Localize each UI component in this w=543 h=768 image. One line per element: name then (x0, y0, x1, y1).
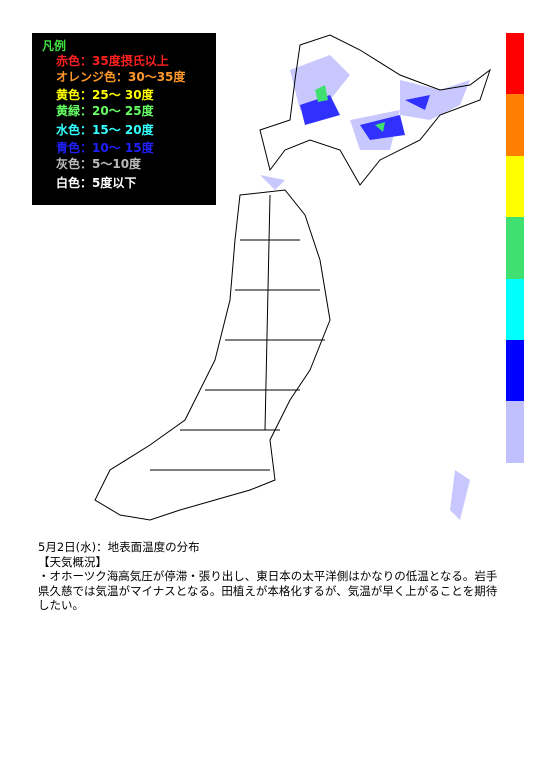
caption-body: ・オホーツク海高気圧が停滞・張り出し、東日本の太平洋側はかなりの低温となる。岩手… (38, 569, 498, 612)
color-swatch (506, 94, 524, 156)
caption-heading: 【天気概況】 (38, 554, 107, 569)
color-swatch (506, 155, 524, 218)
color-swatch (506, 339, 524, 402)
legend-title: 凡例 (42, 39, 67, 53)
legend-item: 白色：5度以下 (56, 176, 137, 190)
legend-item: 青色：10～ 15度 (56, 141, 154, 155)
legend-item: 水色：15～ 20度 (56, 123, 154, 137)
color-bar (506, 33, 524, 463)
caption: 5月2日(水)：地表面温度の分布 【天気概況】 ・オホーツク海高気圧が停滞・張り… (38, 540, 500, 613)
legend-item: 赤色：35度摂氏以上 (56, 54, 169, 68)
color-swatch (506, 33, 524, 95)
color-swatch (506, 278, 524, 340)
legend-item: オレンジ色：30～35度 (56, 70, 186, 84)
legend: 凡例 赤色：35度摂氏以上オレンジ色：30～35度 黄色：25～ 30度 黄緑：20… (32, 33, 216, 205)
color-swatch (506, 401, 524, 463)
legend-item: 黄色：25～ 30度 (56, 88, 154, 102)
legend-item: 灰色：5～10度 (56, 157, 142, 171)
color-swatch (506, 217, 524, 279)
caption-title: 5月2日(水)：地表面温度の分布 (38, 540, 200, 554)
legend-item: 黄緑：20～ 25度 (56, 104, 154, 118)
